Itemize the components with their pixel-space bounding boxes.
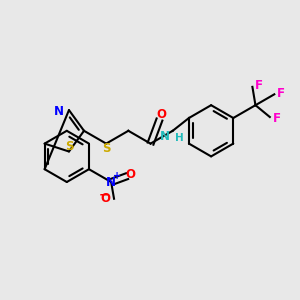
Text: S: S [102,142,110,155]
Text: F: F [272,112,281,125]
Text: O: O [157,108,166,122]
Text: N: N [160,130,170,143]
Text: O: O [100,192,110,205]
Text: O: O [125,168,135,182]
Text: N: N [106,176,116,188]
Text: S: S [65,140,73,153]
Text: H: H [175,133,184,143]
Text: +: + [113,171,121,182]
Text: F: F [277,86,285,100]
Text: N: N [54,105,64,118]
Text: F: F [255,79,263,92]
Text: −: − [99,188,110,201]
